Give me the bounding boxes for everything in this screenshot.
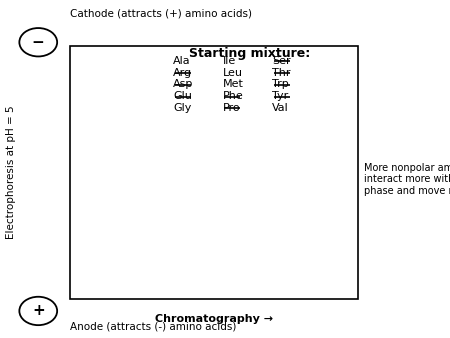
Text: Starting mixture:: Starting mixture:: [189, 47, 310, 60]
Text: Arg: Arg: [86, 129, 106, 139]
Ellipse shape: [85, 106, 106, 122]
Text: Ser: Ser: [272, 56, 291, 66]
Text: More nonpolar amino acids,
interact more with the mobile
phase and move more.: More nonpolar amino acids, interact more…: [364, 163, 450, 196]
Text: Gly: Gly: [86, 153, 105, 163]
Text: Tyr: Tyr: [194, 210, 211, 220]
Ellipse shape: [192, 189, 212, 201]
Text: Met: Met: [231, 221, 254, 231]
Text: Met: Met: [223, 79, 243, 90]
Text: +: +: [32, 304, 45, 318]
Text: Met: Met: [231, 214, 254, 224]
Text: Glu: Glu: [173, 91, 192, 101]
Text: Chromatography →: Chromatography →: [155, 314, 273, 324]
Text: Cathode (attracts (+) amino acids): Cathode (attracts (+) amino acids): [70, 8, 252, 19]
Ellipse shape: [271, 188, 294, 202]
Text: Pro: Pro: [146, 213, 166, 223]
Text: Anode (attracts (-) amino acids): Anode (attracts (-) amino acids): [70, 322, 236, 332]
Text: Phe: Phe: [272, 210, 294, 220]
Text: Thr: Thr: [272, 68, 291, 78]
Text: Leu: Leu: [223, 68, 243, 78]
Text: Thr: Thr: [115, 153, 135, 163]
Text: Origin: Origin: [93, 231, 138, 242]
Text: Val: Val: [272, 103, 289, 113]
Text: Trp: Trp: [317, 169, 335, 179]
Text: Ala: Ala: [173, 56, 191, 66]
Text: Val: Val: [230, 208, 249, 218]
Text: Tyr: Tyr: [272, 91, 288, 101]
Ellipse shape: [86, 255, 105, 268]
Ellipse shape: [232, 185, 253, 200]
Text: Leu,Ile: Leu,Ile: [223, 147, 262, 156]
Ellipse shape: [231, 164, 254, 180]
Ellipse shape: [115, 171, 134, 184]
Ellipse shape: [86, 189, 105, 202]
Ellipse shape: [86, 171, 105, 184]
Text: Asp: Asp: [173, 79, 194, 90]
Ellipse shape: [115, 209, 134, 222]
Text: −: −: [32, 35, 45, 50]
Text: Asp: Asp: [117, 256, 138, 266]
Text: Arg: Arg: [173, 68, 193, 78]
Ellipse shape: [146, 191, 166, 204]
Text: Phe: Phe: [223, 91, 243, 101]
Text: Pro: Pro: [223, 103, 240, 113]
Text: Electrophoresis at pH = 5: Electrophoresis at pH = 5: [6, 105, 16, 239]
Text: Ile: Ile: [223, 56, 236, 66]
Text: Glu: Glu: [145, 211, 165, 220]
Text: Ser: Ser: [86, 210, 106, 220]
Ellipse shape: [315, 187, 338, 203]
Text: Gly: Gly: [173, 103, 192, 113]
Text: Trp: Trp: [272, 79, 289, 90]
Text: Ala: Ala: [147, 152, 166, 163]
Ellipse shape: [146, 170, 166, 185]
